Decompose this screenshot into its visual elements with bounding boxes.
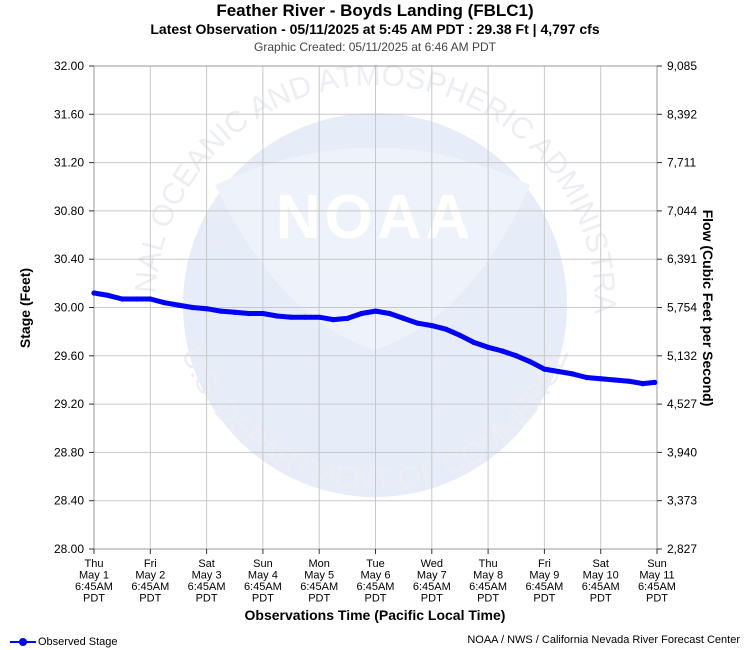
y2-tick-label: 3,373 <box>667 494 697 508</box>
observed-stage-point <box>527 359 533 365</box>
observed-stage-point <box>232 309 238 315</box>
y-tick-label: 30.00 <box>54 301 84 315</box>
y-tick-label: 31.60 <box>54 107 84 121</box>
x-tick-label: Sat May 3 6:45AM PDT <box>188 558 226 605</box>
y2-tick-label: 5,132 <box>667 349 697 363</box>
observed-stage-point <box>584 374 590 381</box>
x-tick-label: Sat May 10 6:45AM PDT <box>582 558 620 605</box>
observed-stage-point <box>274 313 280 319</box>
observed-stage-point <box>415 320 421 326</box>
chart-legend: Observed Stage <box>10 636 118 648</box>
observed-stage-point <box>457 332 463 338</box>
y2-tick-label: 6,391 <box>667 252 697 266</box>
observed-stage-point <box>161 300 167 306</box>
observed-stage-point <box>499 348 505 354</box>
observed-stage-point <box>218 308 224 314</box>
y-tick-label: 30.40 <box>54 252 84 266</box>
observed-stage-point <box>147 296 153 302</box>
y2-tick-label: 9,085 <box>667 59 697 73</box>
y-tick-label: 31.20 <box>54 156 84 170</box>
y2-tick-label: 2,827 <box>667 542 697 556</box>
observed-stage-point <box>189 304 196 311</box>
y2-tick-label: 7,044 <box>667 204 697 218</box>
observed-stage-point <box>91 290 97 296</box>
observed-stage-point <box>344 315 350 321</box>
observed-stage-point <box>119 296 125 302</box>
flow-axis-ticks: 2,827 3,373 3,940 4,527 5,132 5,754 6,391 7,044… <box>657 59 697 556</box>
y-tick-label: 28.40 <box>54 494 84 508</box>
observed-stage-point <box>302 314 308 320</box>
y2-tick-label: 7,711 <box>667 156 696 170</box>
observed-stage-point <box>626 378 632 384</box>
x-tick-label: Fri May 2 6:45AM PDT <box>131 558 169 605</box>
y-tick-label: 29.60 <box>54 349 84 363</box>
observed-stage-point <box>316 314 322 320</box>
x-tick-label: Mon May 5 6:45AM PDT <box>300 558 338 605</box>
x-axis-label: Observations Time (Pacific Local Time) <box>245 607 506 623</box>
observed-stage-point <box>288 314 294 320</box>
latest-observation-subtitle: Latest Observation - 05/11/2025 at 5:45 … <box>150 21 600 37</box>
observed-stage-point <box>652 379 658 385</box>
legend-label: Observed Stage <box>38 636 118 648</box>
graphic-created-timestamp: Graphic Created: 05/11/2025 at 6:46 AM P… <box>254 40 496 54</box>
y-tick-label: 32.00 <box>54 59 84 73</box>
observed-stage-series <box>91 290 658 387</box>
stage-axis-ticks: 28.00 28.40 28.80 29.20 29.60 30.00 30.40 30.80… <box>54 59 94 556</box>
y-tick-label: 29.20 <box>54 397 84 411</box>
y-axis-label: Stage (Feet) <box>17 268 33 348</box>
y2-tick-label: 4,527 <box>667 397 697 411</box>
x-tick-label: Wed May 7 6:45AM PDT <box>413 558 451 605</box>
observed-stage-point <box>555 368 562 375</box>
x-tick-label: Sun May 4 6:45AM PDT <box>244 558 282 605</box>
y-tick-label: 28.80 <box>54 445 84 459</box>
observed-stage-point <box>541 366 548 372</box>
observed-stage-point <box>640 381 646 387</box>
y-tick-label: 28.00 <box>54 542 84 556</box>
observed-stage-point <box>443 326 449 332</box>
x-tick-label: Sun May 11 6:45AM PDT <box>638 558 676 605</box>
observed-stage-point <box>372 308 379 314</box>
observed-stage-point <box>471 339 477 346</box>
observed-stage-point <box>330 317 336 323</box>
y-tick-label: 30.80 <box>54 204 84 218</box>
observed-stage-point <box>598 376 604 382</box>
observed-stage-point <box>105 292 111 298</box>
observed-stage-point <box>569 371 576 377</box>
observed-stage-point <box>358 310 364 317</box>
legend-line-marker-icon <box>10 637 36 647</box>
observed-stage-point <box>246 310 252 317</box>
time-axis-ticks: Thu May 1 6:45AM PDT Fri May 2 6:45AM PDT Sat May… <box>75 549 676 605</box>
watermark-emblem-bird <box>215 147 530 350</box>
observed-stage-point <box>204 306 210 312</box>
observed-stage-point <box>401 315 407 321</box>
footer-credit: NOAA / NWS / California Nevada River For… <box>467 634 740 646</box>
observed-stage-point <box>485 344 491 350</box>
observed-stage-point <box>260 310 266 317</box>
observed-stage-point <box>175 302 181 308</box>
observed-stage-point <box>133 296 139 302</box>
noaa-watermark: NATIONAL OCEANIC AND ATMOSPHERIC ADMINIS… <box>0 0 621 497</box>
observed-stage-point <box>429 323 435 329</box>
observed-stage-point <box>612 377 618 383</box>
x-tick-label: Thu May 8 6:45AM PDT <box>469 558 507 605</box>
x-tick-label: Tue May 6 6:45AM PDT <box>357 558 395 605</box>
y2-tick-label: 8,392 <box>667 107 697 121</box>
observed-stage-point <box>513 353 519 359</box>
chart-title: Feather River - Boyds Landing (FBLC1) <box>216 1 534 20</box>
watermark-logo-text: NOAA <box>276 183 475 252</box>
y2-axis-label: Flow (Cubic Feet per Second) <box>700 210 716 407</box>
x-tick-label: Fri May 9 6:45AM PDT <box>525 558 563 605</box>
x-tick-label: Thu May 1 6:45AM PDT <box>75 558 113 605</box>
y2-tick-label: 5,754 <box>667 301 697 315</box>
observed-stage-point <box>387 310 393 317</box>
y2-tick-label: 3,940 <box>667 445 697 459</box>
